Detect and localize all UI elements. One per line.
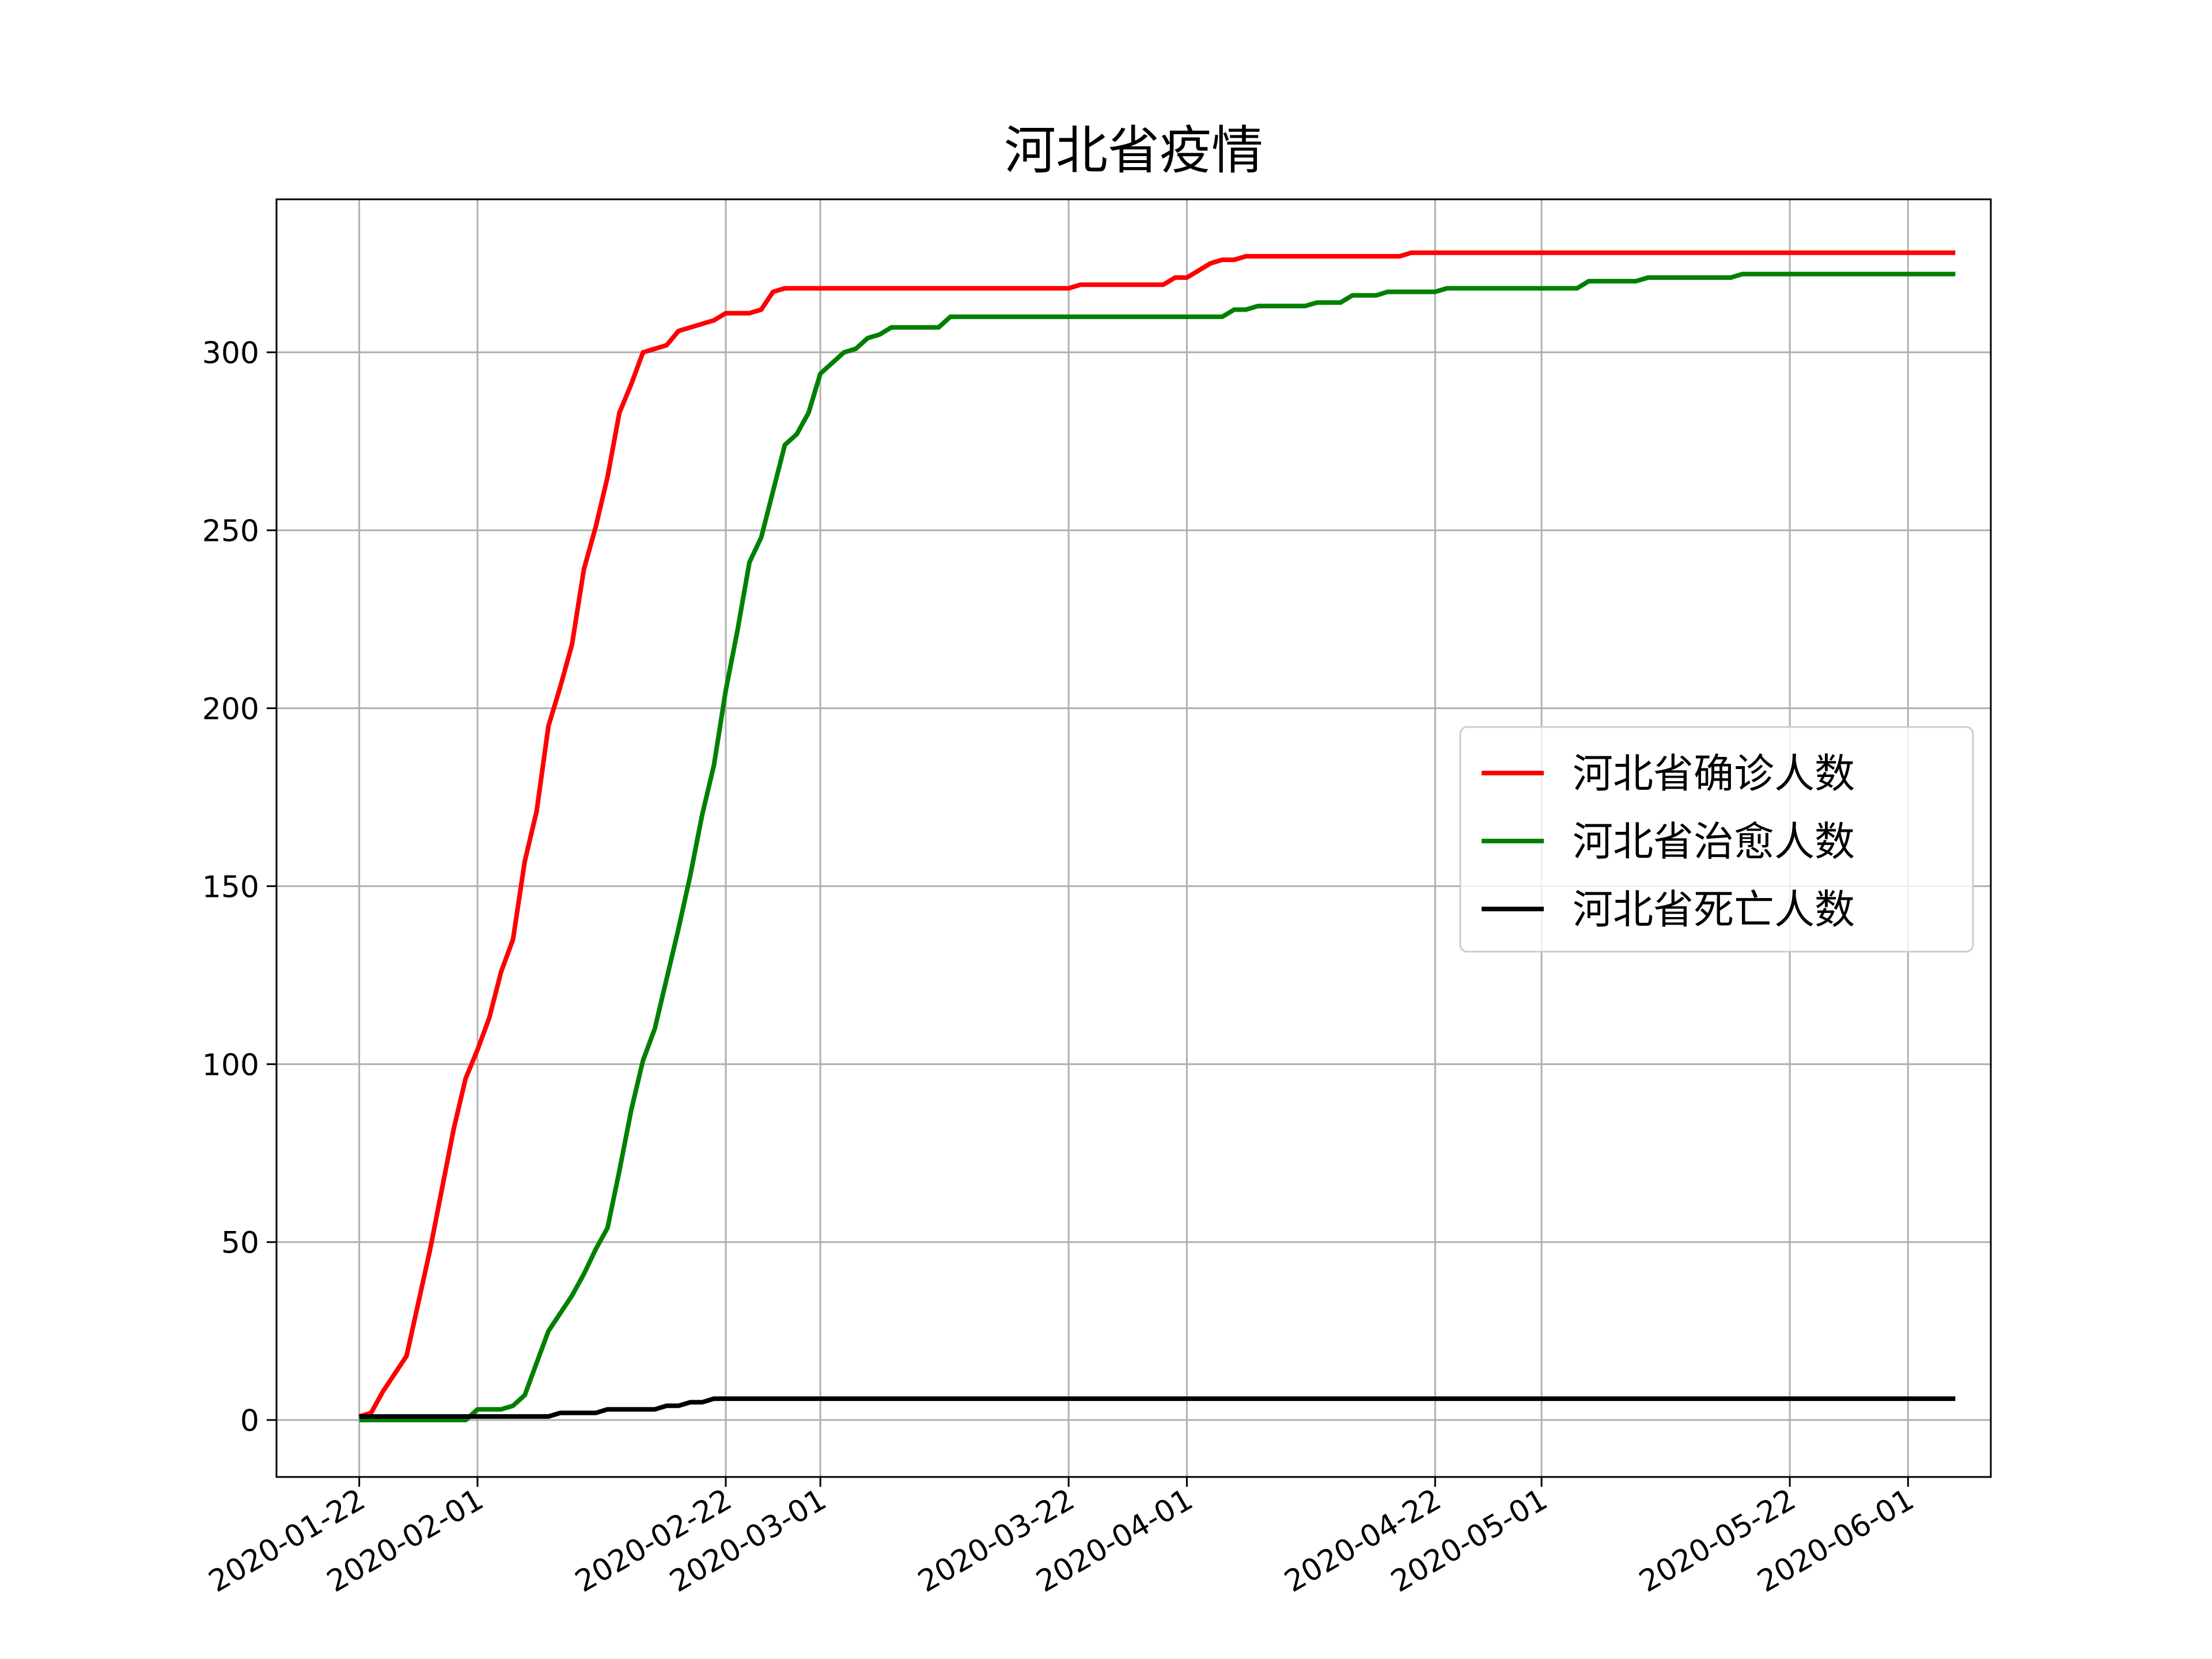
chart-title: 河北省疫情 (1004, 120, 1263, 181)
y-tick-label: 50 (221, 1226, 259, 1260)
y-tick-label: 250 (202, 514, 259, 549)
series-line-1 (358, 250, 1956, 1419)
y-axis: 0 50 100 150 200 250 300 (202, 336, 276, 1438)
y-tick-label: 150 (202, 870, 259, 904)
y-tick-label: 200 (202, 692, 259, 726)
y-tick-label: 300 (202, 336, 259, 371)
series-line-3 (359, 1396, 1956, 1419)
plot-frame (275, 198, 1992, 1478)
series-layer (358, 250, 1956, 1423)
legend-box (1459, 726, 1974, 953)
series-line-2 (359, 271, 1956, 1423)
legend-label: 河北省治愈人数 (1573, 818, 1855, 865)
legend-label: 河北省确诊人数 (1573, 750, 1855, 797)
y-tick-label: 100 (202, 1048, 259, 1082)
y-tick-label: 0 (240, 1404, 259, 1438)
legend-label: 河北省死亡人数 (1573, 886, 1855, 933)
